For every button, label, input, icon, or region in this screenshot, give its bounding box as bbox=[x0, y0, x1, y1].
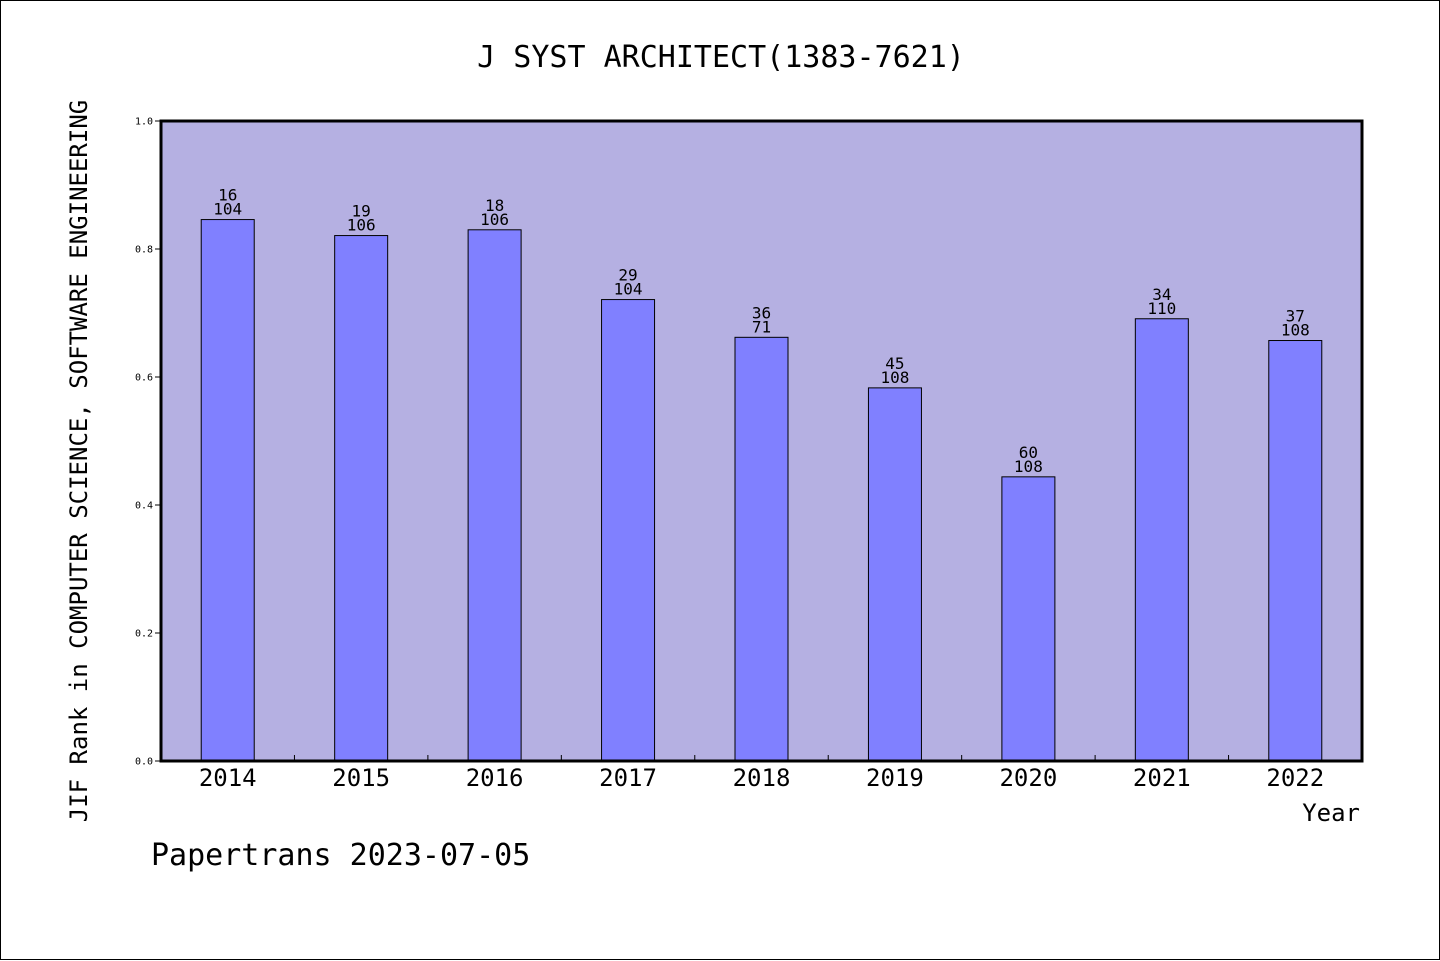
bar bbox=[734, 336, 789, 762]
x-tick-label: 2015 bbox=[332, 764, 390, 792]
bar-label-total: 106 bbox=[480, 210, 509, 229]
x-tick-label: 2019 bbox=[866, 764, 924, 792]
bar bbox=[867, 387, 922, 762]
bar-label-rank: 29 bbox=[618, 266, 637, 285]
y-tick-label: 1.0 bbox=[135, 117, 153, 128]
bar bbox=[334, 235, 389, 762]
y-axis-label: JIF Rank in COMPUTER SCIENCE, SOFTWARE E… bbox=[65, 100, 93, 822]
plot-border bbox=[159, 119, 1364, 763]
chart-title: J SYST ARCHITECT(1383-7621) bbox=[477, 40, 965, 75]
bar-label-total: 110 bbox=[1147, 299, 1176, 318]
y-tick-label: 0.6 bbox=[135, 373, 153, 384]
bar-label-total: 108 bbox=[1281, 321, 1310, 340]
bar bbox=[1134, 318, 1189, 762]
x-tick-label: 2014 bbox=[199, 764, 257, 792]
bar-label-total: 71 bbox=[752, 317, 771, 336]
y-tick-label: 0.2 bbox=[135, 629, 153, 640]
credit-text: Papertrans 2023-07-05 bbox=[151, 838, 530, 873]
bar-label-total: 104 bbox=[614, 280, 643, 299]
x-tick-label: 2018 bbox=[733, 764, 791, 792]
y-tick-label: 0.4 bbox=[135, 501, 153, 512]
bar bbox=[1268, 340, 1323, 762]
bar-label-total: 104 bbox=[213, 200, 242, 219]
bar bbox=[467, 229, 522, 762]
bar-label-rank: 37 bbox=[1286, 307, 1305, 326]
bar-label-total: 108 bbox=[880, 368, 909, 387]
bars-group bbox=[200, 219, 1323, 762]
x-tick-labels: 2014 2015 2016 2017 2018 2019 2020 2021 2022 bbox=[199, 755, 1324, 792]
bar-label-total: 106 bbox=[347, 216, 376, 235]
bar bbox=[200, 219, 255, 762]
x-tick-label: 2020 bbox=[999, 764, 1057, 792]
bar-label-rank: 60 bbox=[1019, 443, 1038, 462]
x-tick-label: 2016 bbox=[466, 764, 524, 792]
bar-label-rank: 16 bbox=[218, 186, 237, 205]
x-tick-label: 2022 bbox=[1266, 764, 1324, 792]
bar bbox=[601, 299, 656, 762]
x-tick-label: 2021 bbox=[1133, 764, 1191, 792]
bar-label-rank: 36 bbox=[752, 303, 771, 322]
x-axis-label: Year bbox=[1302, 799, 1360, 827]
bar bbox=[1001, 476, 1056, 762]
bar-label-rank: 45 bbox=[885, 354, 904, 373]
bar-label-rank: 18 bbox=[485, 196, 504, 215]
bar-label-rank: 19 bbox=[352, 202, 371, 221]
bar-label-rank: 34 bbox=[1152, 285, 1171, 304]
bar-label-total: 108 bbox=[1014, 457, 1043, 476]
y-tick-labels: 0.0 0.2 0.4 0.6 0.8 1.0 bbox=[135, 117, 161, 768]
y-tick-label: 0.8 bbox=[135, 245, 153, 256]
y-tick-label: 0.0 bbox=[135, 757, 153, 768]
x-tick-label: 2017 bbox=[599, 764, 657, 792]
